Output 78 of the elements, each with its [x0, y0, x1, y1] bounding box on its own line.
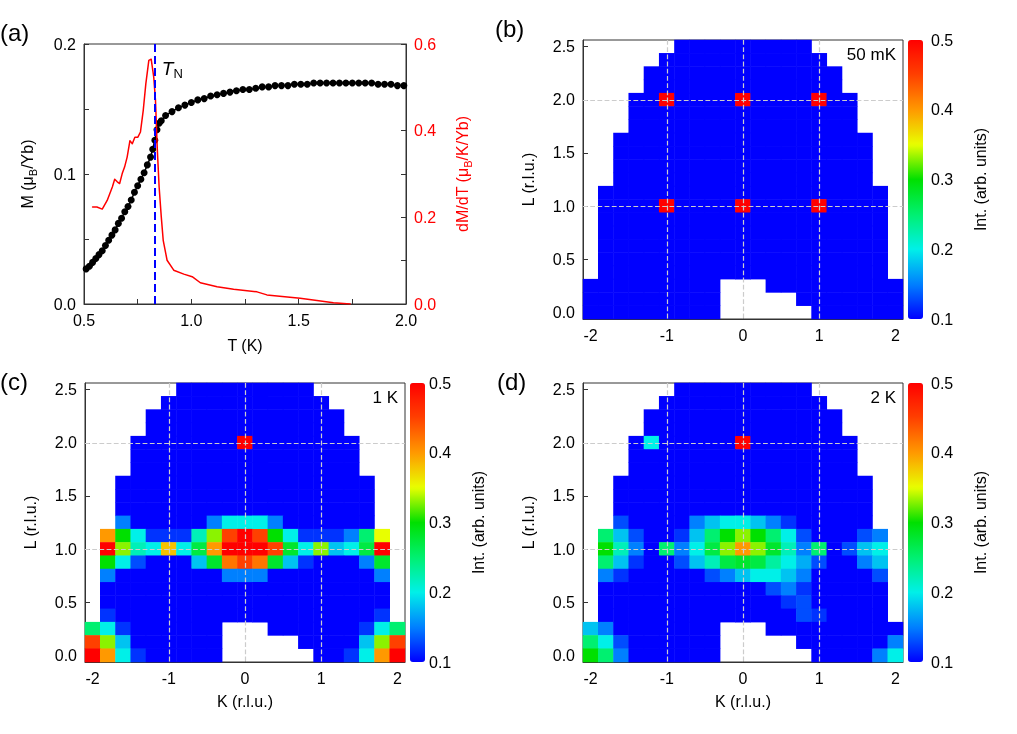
chart-title: (a): [0, 18, 30, 46]
color-bar-label: 0.5: [429, 374, 452, 392]
line-series: [91, 58, 351, 305]
y-axis-title: L (r.l.u.): [21, 495, 39, 550]
y2-tick-label: 0.2: [414, 208, 437, 226]
chart-title: (d): [497, 367, 527, 395]
color-bar-label: 0.1: [429, 653, 452, 671]
y-axis-title: L (r.l.u.): [519, 495, 537, 550]
y2-tick-label: 0.0: [414, 295, 437, 313]
y2-tick-label: 0.4: [414, 122, 437, 140]
y-axis-title: L (r.l.u.): [519, 152, 537, 207]
x-tick-label: -1: [161, 669, 177, 687]
color-bar-title: Int. (arb. units): [469, 470, 487, 575]
x-tick-label: 2: [890, 326, 900, 344]
x-tick-label: -2: [85, 669, 100, 687]
x-axis-title: K (r.l.u.): [714, 693, 772, 711]
x-tick-label: 1.5: [287, 311, 310, 329]
x-tick-label: -1: [659, 669, 675, 687]
y2-axis-title: dM/dT (μB/K/Yb): [453, 115, 474, 232]
x-tick-label: 2: [890, 669, 900, 687]
color-bar-title: Int. (arb. units): [971, 127, 989, 232]
x-tick-label: 0: [240, 669, 250, 687]
x-tick-label: 1: [814, 326, 824, 344]
y-tick-label: 1.5: [552, 487, 576, 505]
y-tick-label: 0.0: [54, 646, 78, 664]
x-tick-label: 2.0: [394, 311, 418, 329]
y-tick-label: 1.5: [54, 487, 78, 505]
x-tick-label: 1: [316, 669, 326, 687]
x-tick-label: 0: [738, 326, 748, 344]
y-tick-label: 1.0: [552, 540, 576, 558]
x-tick-label: 1.0: [180, 311, 203, 329]
annotation: 50 mK: [846, 45, 897, 64]
y-tick-label: 0.0: [552, 303, 576, 321]
y-tick-label: 1.0: [552, 197, 576, 215]
x-tick-label: -1: [659, 326, 675, 344]
color-bar-label: 0.4: [931, 101, 954, 119]
y-tick-label: 2.0: [552, 434, 576, 452]
y-tick-label: 2.5: [54, 381, 78, 399]
y2-tick-label: 0.6: [414, 35, 437, 53]
x-tick-label: -2: [583, 326, 598, 344]
color-bar-label: 0.1: [931, 653, 954, 671]
color-bar-label: 0.2: [931, 583, 954, 601]
color-bar-title: Int. (arb. units): [971, 470, 989, 575]
y-axis-title: M (μB/Yb): [18, 139, 39, 209]
y-tick-label: 0.5: [552, 593, 576, 611]
y-tick-label: 1.5: [552, 144, 576, 162]
color-bar-label: 0.4: [931, 444, 954, 462]
y-tick-label: 0.2: [53, 35, 77, 53]
annotation: 1 K: [372, 388, 399, 407]
x-tick-label: 1: [814, 669, 824, 687]
color-bar-label: 0.3: [931, 514, 954, 531]
x-tick-label: 0.5: [72, 311, 96, 329]
color-bar-label: 0.2: [931, 240, 954, 258]
x-tick-label: 2: [392, 669, 402, 687]
y-tick-label: 2.5: [552, 38, 576, 56]
annotation: 2 K: [870, 388, 897, 407]
y-tick-label: 2.5: [552, 381, 576, 399]
x-tick-label: -2: [583, 669, 598, 687]
color-bar-label: 0.2: [429, 583, 452, 601]
color-bar-label: 0.4: [429, 444, 452, 462]
chart-title: (b): [495, 14, 525, 42]
x-axis-title: T (K): [227, 336, 263, 354]
y-tick-label: 1.0: [54, 540, 78, 558]
x-tick-label: 0: [738, 669, 748, 687]
y-tick-label: 0.0: [53, 295, 77, 313]
x-axis-title: K (r.l.u.): [216, 693, 274, 711]
chart-title: (c): [0, 367, 28, 395]
y-tick-label: 0.5: [54, 593, 78, 611]
y-tick-label: 2.0: [54, 434, 78, 452]
y-tick-label: 0.5: [552, 250, 576, 268]
y-tick-label: 0.0: [552, 646, 576, 664]
y-tick-label: 2.0: [552, 91, 576, 109]
color-bar-label: 0.3: [931, 171, 954, 188]
color-bar-label: 0.5: [931, 31, 954, 49]
color-bar-label: 0.5: [931, 374, 954, 392]
color-bar-label: 0.1: [931, 310, 954, 328]
y-tick-label: 0.1: [53, 165, 77, 183]
color-bar-label: 0.3: [429, 514, 452, 531]
